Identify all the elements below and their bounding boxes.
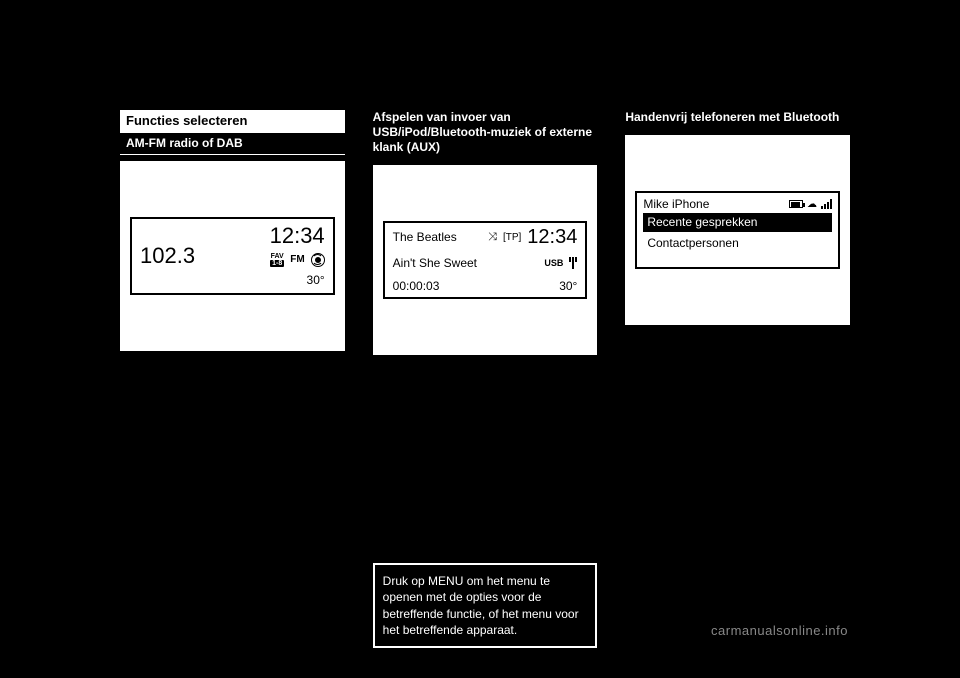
band-label: FM <box>290 255 304 265</box>
battery-icon <box>789 200 803 208</box>
usb-source-label: USB <box>544 258 563 268</box>
menu-note-box: Druk op MENU om het menu te openen met d… <box>373 563 598 648</box>
fav-indicator: FAV 1-8 <box>270 253 284 267</box>
column-functions: Functies selecteren AM-FM radio of DAB 1… <box>120 110 345 648</box>
usb-artist: The Beatles <box>393 230 457 244</box>
column-usb: Afspelen van invoer van USB/iPod/Bluetoo… <box>373 110 598 648</box>
fav-label: FAV <box>271 253 284 260</box>
heading-usb: Afspelen van invoer van USB/iPod/Bluetoo… <box>373 110 598 159</box>
usb-row-1: The Beatles ⤨ [TP] 12:34 <box>393 227 578 247</box>
radio-status-row: FAV 1-8 FM <box>270 253 325 267</box>
usb-elapsed: 00:00:03 <box>393 279 440 293</box>
tp-indicator: [TP] <box>503 232 521 243</box>
shuffle-icon: ⤨ <box>488 231 497 244</box>
usb-row1-right: ⤨ [TP] 12:34 <box>488 227 577 247</box>
radio-lcd: 102.3 12:34 FAV 1-8 FM 30° <box>130 217 335 295</box>
column-phone: Handenvrij telefoneren met Bluetooth Mik… <box>625 110 850 648</box>
signal-icon <box>821 199 832 209</box>
heading-phone: Handenvrij telefoneren met Bluetooth <box>625 110 850 129</box>
usb-track: Ain't She Sweet <box>393 256 477 270</box>
usb-lcd: The Beatles ⤨ [TP] 12:34 Ain't She Sweet… <box>383 221 588 299</box>
usb-display-frame: The Beatles ⤨ [TP] 12:34 Ain't She Sweet… <box>373 165 598 355</box>
phone-device-name: Mike iPhone <box>643 197 709 211</box>
subheading-radio-label: AM-FM radio of DAB <box>126 136 243 150</box>
usb-clock: 12:34 <box>527 227 577 247</box>
phone-status-icons: ☁ <box>789 199 832 210</box>
subheading-radio: AM-FM radio of DAB <box>120 132 345 155</box>
watermark: carmanualsonline.info <box>711 623 848 638</box>
phone-item-recent: Recente gesprekken <box>643 213 832 232</box>
phone-item-contacts: Contactpersonen <box>643 234 832 253</box>
rds-icon <box>311 253 325 267</box>
heading-functies: Functies selecteren <box>120 110 345 132</box>
radio-clock: 12:34 <box>270 225 325 247</box>
usb-row-2: Ain't She Sweet USB <box>393 256 578 270</box>
phone-display-frame: Mike iPhone ☁ Recente gesprekken Contact… <box>625 135 850 325</box>
usb-plug-icon <box>569 257 577 269</box>
fav-range: 1-8 <box>270 260 284 267</box>
menu-note: Druk op MENU om het menu te openen met d… <box>383 574 579 637</box>
radio-right-stack: 12:34 FAV 1-8 FM 30° <box>270 225 325 287</box>
radio-temp: 30° <box>307 273 325 287</box>
radio-display-frame: 102.3 12:34 FAV 1-8 FM 30° <box>120 161 345 351</box>
usb-row2-right: USB <box>544 257 577 269</box>
radio-frequency: 102.3 <box>140 225 270 287</box>
usb-row-3: 00:00:03 30° <box>393 279 578 293</box>
phone-top-row: Mike iPhone ☁ <box>643 197 832 211</box>
heading-functies-label: Functies selecteren <box>126 113 247 129</box>
cloud-icon: ☁ <box>807 199 817 210</box>
phone-lcd: Mike iPhone ☁ Recente gesprekken Contact… <box>635 191 840 269</box>
usb-temp: 30° <box>559 279 577 293</box>
